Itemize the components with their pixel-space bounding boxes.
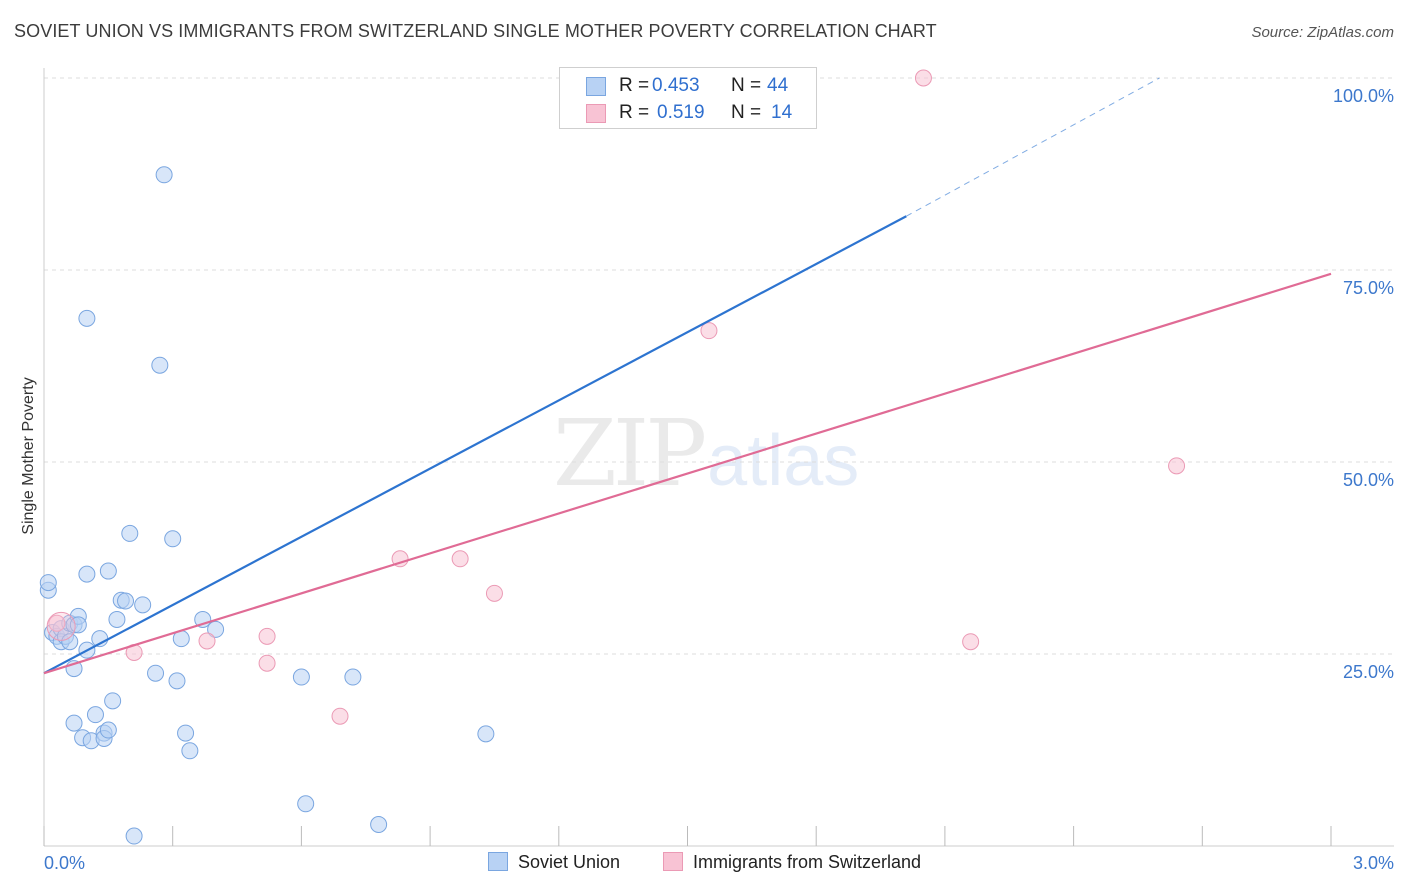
- data-point-soviet: [168, 672, 186, 690]
- data-point-soviet: [207, 620, 225, 638]
- legend-n-label: N =: [731, 102, 762, 123]
- bottom-legend-label-swiss: Immigrants from Switzerland: [693, 852, 922, 872]
- correlation-legend: R = 0.453 N = 44 R = 0.519 N = 14: [559, 67, 817, 129]
- data-point-swiss: [198, 632, 216, 650]
- source-label: Source: ZipAtlas.com: [1251, 24, 1394, 41]
- data-point-soviet: [86, 706, 104, 724]
- data-point-soviet: [477, 725, 495, 743]
- x-tick-label-min: 0.0%: [44, 853, 85, 873]
- data-point-soviet: [155, 166, 173, 184]
- data-point-soviet: [147, 664, 165, 682]
- data-point-swiss: [914, 69, 932, 87]
- data-point-soviet: [151, 356, 169, 374]
- legend-swatch-soviet: [586, 77, 606, 96]
- data-point-soviet: [65, 714, 83, 732]
- data-point-swiss: [1168, 457, 1186, 475]
- data-point-soviet: [181, 742, 199, 760]
- data-point-swiss: [48, 614, 66, 632]
- data-point-soviet: [177, 724, 195, 742]
- legend-r-label: R =: [619, 102, 650, 123]
- legend-r-label: R =: [619, 75, 650, 96]
- data-point-swiss-cluster: [46, 611, 76, 641]
- y-tick-label: 75.0%: [1343, 278, 1394, 298]
- data-point-soviet: [99, 562, 117, 580]
- data-point-soviet: [104, 692, 122, 710]
- trend-line-swiss: [43, 272, 1332, 675]
- data-point-soviet: [164, 530, 182, 548]
- trend-line-extension-soviet: [906, 77, 1160, 217]
- data-point-soviet: [134, 596, 152, 614]
- legend-r-value: 0.519: [657, 102, 705, 123]
- legend-r-value: 0.453: [652, 75, 700, 96]
- data-point-soviet: [292, 668, 310, 686]
- x-tick-label-max: 3.0%: [1353, 853, 1394, 873]
- data-point-soviet: [121, 524, 139, 542]
- legend-swatch-swiss: [586, 104, 606, 123]
- bottom-legend-swatch-swiss: [663, 852, 683, 871]
- bottom-legend-swatch-soviet: [488, 852, 508, 871]
- y-tick-label: 100.0%: [1333, 86, 1394, 106]
- data-point-soviet: [39, 574, 57, 592]
- legend-n-value: 44: [767, 75, 789, 96]
- legend-n-label: N =: [731, 75, 762, 96]
- bottom-legend-swiss: Immigrants from Switzerland: [663, 852, 921, 873]
- bottom-legend-label-soviet: Soviet Union: [518, 852, 621, 872]
- data-point-soviet: [99, 721, 117, 739]
- data-point-soviet: [78, 565, 96, 583]
- data-point-swiss: [258, 627, 276, 645]
- data-point-soviet: [370, 815, 388, 833]
- chart-title: SOVIET UNION VS IMMIGRANTS FROM SWITZERL…: [14, 21, 937, 41]
- y-tick-label: 50.0%: [1343, 470, 1394, 490]
- data-point-soviet: [78, 309, 96, 327]
- data-point-swiss: [700, 322, 718, 340]
- trend-line-soviet: [43, 215, 907, 675]
- data-point-soviet: [344, 668, 362, 686]
- data-point-swiss: [485, 584, 503, 602]
- data-point-soviet: [297, 795, 315, 813]
- data-point-swiss: [962, 633, 980, 651]
- data-point-swiss: [258, 654, 276, 672]
- bottom-legend-soviet: Soviet Union: [488, 852, 620, 873]
- y-tick-label: 25.0%: [1343, 662, 1394, 682]
- data-point-swiss: [331, 707, 349, 725]
- data-point-soviet: [108, 610, 126, 628]
- data-point-soviet: [125, 827, 143, 845]
- legend-n-value: 14: [771, 102, 793, 123]
- data-point-soviet: [61, 633, 79, 651]
- data-point-soviet: [117, 592, 135, 610]
- data-point-swiss: [391, 550, 409, 568]
- data-point-swiss: [451, 550, 469, 568]
